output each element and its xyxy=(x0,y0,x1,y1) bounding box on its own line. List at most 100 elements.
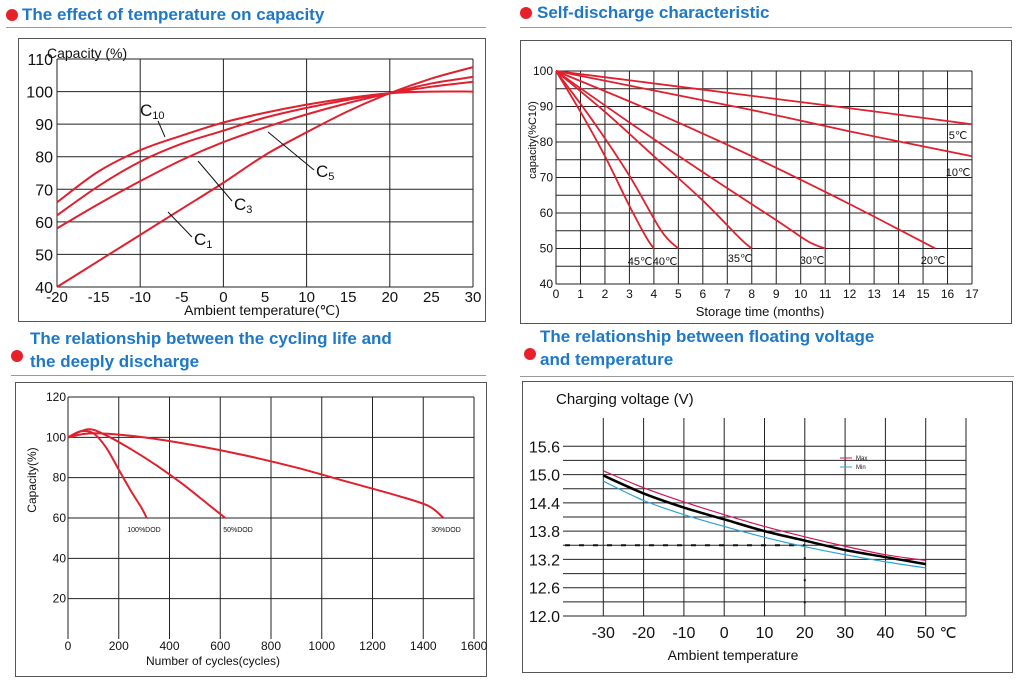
y-tick-label: 110 xyxy=(27,52,53,69)
y-tick-label: 40 xyxy=(35,280,53,297)
y-tick-label: 90 xyxy=(35,117,53,134)
y-tick-label: 40 xyxy=(540,277,554,291)
y-axis-label: Capacity(%) xyxy=(25,447,39,512)
x-tick-label: 25 xyxy=(423,289,440,306)
x-tick-label: 20 xyxy=(381,289,398,306)
x-tick-label: 800 xyxy=(261,639,281,653)
x-tick-label: -10 xyxy=(672,625,695,642)
series-label: 50%DOD xyxy=(223,527,253,534)
x-tick-label: 0 xyxy=(219,289,227,306)
x-tick-label: 17 xyxy=(965,287,979,301)
bullet-dot xyxy=(6,9,18,21)
bullet-dot xyxy=(520,7,532,19)
y-tick-label: 50 xyxy=(540,242,554,256)
curve-max xyxy=(603,470,926,561)
bullet-dot xyxy=(11,350,23,362)
x-tick-label: 10 xyxy=(298,289,315,306)
y-tick-label: 100 xyxy=(533,64,553,78)
curve-self-discharge xyxy=(555,70,753,250)
leader-line xyxy=(267,131,315,171)
x-tick-label: 15 xyxy=(340,289,357,306)
y-tick-label: 100 xyxy=(46,430,66,444)
x-tick-label: 12 xyxy=(843,287,857,301)
y-tick-label: 13.8 xyxy=(529,524,560,541)
bullet-dot xyxy=(524,348,536,360)
panel-title: Self-discharge characteristic xyxy=(537,3,770,22)
y-tick-label: 40 xyxy=(53,551,67,565)
series-label: 30℃ xyxy=(800,255,825,267)
legend-label-max: Max xyxy=(856,456,867,462)
curve-c1 xyxy=(56,66,474,288)
x-tick-label: 20 xyxy=(796,625,814,642)
x-tick-label: 1200 xyxy=(359,639,386,653)
panel-title-line2: the deeply discharge xyxy=(30,352,200,371)
series-label: 45℃ xyxy=(628,256,653,268)
y-axis-label: Capacity (%) xyxy=(47,45,127,61)
x-tick-label: -10 xyxy=(129,289,151,306)
y-tick-label: 15.0 xyxy=(529,468,560,485)
x-tick-label: -15 xyxy=(88,289,110,306)
series-label: 40℃ xyxy=(653,256,678,268)
curve-self-discharge xyxy=(555,70,826,250)
series-label: 5℃ xyxy=(949,130,967,142)
x-tick-label: 40 xyxy=(877,625,895,642)
y-tick-label: 80 xyxy=(53,471,67,485)
x-axis-label: Number of cycles(cycles) xyxy=(146,654,280,668)
y-tick-label: 60 xyxy=(35,215,53,232)
divider xyxy=(520,27,1012,28)
y-tick-label: 60 xyxy=(53,511,67,525)
x-axis-label: Ambient temperature(℃) xyxy=(184,302,340,318)
x-tick-label: 1000 xyxy=(308,639,335,653)
x-tick-label: 10 xyxy=(756,625,774,642)
y-tick-label: 14.4 xyxy=(529,496,560,513)
y-axis-label: Charging voltage (V) xyxy=(556,391,694,408)
x-tick-label: 600 xyxy=(210,639,230,653)
x-tick-label: 8 xyxy=(748,287,755,301)
x-tick-label: 200 xyxy=(109,639,129,653)
curve-self-discharge xyxy=(555,70,936,250)
x-tick-label: 0 xyxy=(65,639,72,653)
divider xyxy=(520,376,1014,377)
y-tick-label: 120 xyxy=(46,390,66,404)
curve-c3 xyxy=(56,75,474,230)
leader-line xyxy=(157,120,166,138)
curve-self-discharge xyxy=(555,70,680,250)
curve-self-discharge xyxy=(555,70,973,126)
x-tick-label: 50 xyxy=(917,625,935,642)
x-tick-label: 13 xyxy=(867,287,881,301)
y-tick-label: 70 xyxy=(540,171,554,185)
series-label: 10℃ xyxy=(946,167,971,179)
y-tick-label: 80 xyxy=(35,150,53,167)
panel-title-line2: and temperature xyxy=(540,350,674,369)
x-axis-label: Ambient temperature xyxy=(668,647,799,663)
series-label: C5 xyxy=(316,162,334,183)
y-tick-label: 12.6 xyxy=(529,581,560,598)
x-tick-label: 5 xyxy=(261,289,269,306)
x-tick-label: 1 xyxy=(577,287,584,301)
x-tick-label: 3 xyxy=(626,287,633,301)
curve-nominal xyxy=(602,474,926,566)
x-tick-label: 9 xyxy=(773,287,780,301)
divider xyxy=(6,27,486,28)
y-tick-label: 15.6 xyxy=(529,439,560,456)
x-tick-label: 400 xyxy=(159,639,179,653)
x-tick-label: 30 xyxy=(836,625,854,642)
legend-label-min: Min xyxy=(856,465,866,471)
x-tick-label: 4 xyxy=(651,287,658,301)
x-tick-label: 10 xyxy=(794,287,808,301)
leader-line xyxy=(167,211,193,238)
y-tick-label: 90 xyxy=(540,100,554,114)
curve-c10 xyxy=(56,90,474,204)
x-tick-label: 30 xyxy=(465,289,482,306)
chart-frame xyxy=(15,382,487,677)
y-tick-label: 12.0 xyxy=(529,609,560,626)
curve-self-discharge xyxy=(555,70,655,250)
panel-title: The effect of temperature on capacity xyxy=(22,5,325,24)
x-tick-label: -30 xyxy=(592,625,615,642)
y-tick-label: 80 xyxy=(540,135,554,149)
x-tick-label: 11 xyxy=(819,287,832,301)
y-tick-label: 60 xyxy=(540,206,554,220)
